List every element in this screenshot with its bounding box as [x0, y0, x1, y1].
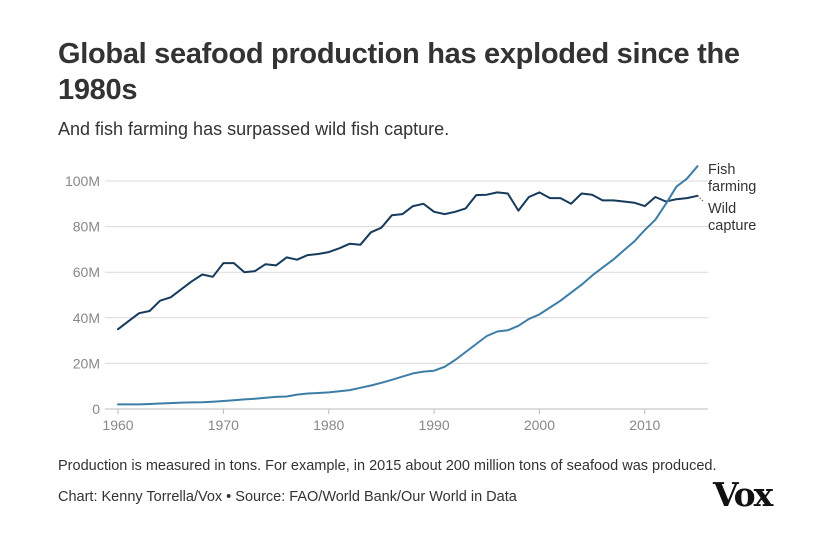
y-tick-label: 40M	[73, 310, 100, 326]
x-tick-label: 2010	[629, 417, 660, 433]
y-tick-label: 60M	[73, 264, 100, 280]
x-tick-label: 1960	[102, 417, 133, 433]
wild-capture-label: Wild capture	[708, 201, 756, 234]
x-tick-label: 1990	[418, 417, 449, 433]
fish-farming-label: Fish farming	[708, 162, 756, 195]
x-tick-label: 1980	[313, 417, 344, 433]
line-chart: 0 20M 40M 60M 80M 100M 1960 1970 1980 1990 2000 201…	[65, 162, 756, 433]
y-tick-label: 100M	[65, 173, 100, 189]
footnote: Production is measured in tons. For exam…	[58, 458, 717, 474]
fish-farming-line	[117, 165, 699, 406]
y-tick-label: 80M	[73, 219, 100, 235]
x-tick-label: 2000	[524, 417, 555, 433]
vox-logo: Vox	[713, 475, 773, 514]
wild-capture-leader	[697, 195, 705, 203]
source-credit: Chart: Kenny Torrella/Vox • Source: FAO/…	[58, 489, 517, 505]
chart-title: Global seafood production has exploded s…	[58, 38, 740, 106]
chart-subtitle: And fish farming has surpassed wild fish…	[58, 119, 450, 139]
y-tick-label: 0	[92, 401, 100, 417]
x-tick-label: 1970	[208, 417, 239, 433]
y-tick-label: 20M	[73, 355, 100, 371]
wild-capture-line	[117, 191, 699, 331]
